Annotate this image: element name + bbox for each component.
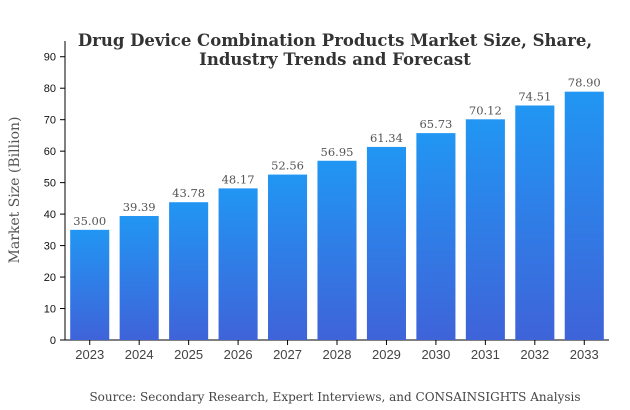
x-tick-label: 2029 [372,347,401,362]
x-tick-label: 2023 [75,347,104,362]
bar-2024 [119,216,159,340]
x-tick-label: 2033 [570,347,599,362]
data-label: 35.00 [73,214,106,228]
bar-2026 [218,188,258,340]
y-tick-label: 50 [44,178,56,190]
x-tick-label: 2024 [125,347,154,362]
bar-2028 [317,160,357,340]
y-tick-label: 80 [44,83,56,95]
data-label: 52.56 [271,159,304,173]
chart-title-line-2: Industry Trends and Forecast [199,50,471,69]
y-tick-label: 70 [44,115,56,127]
data-label: 48.17 [222,172,255,186]
data-label: 74.51 [518,89,551,103]
source-note: Source: Secondary Research, Expert Inter… [89,390,580,404]
x-tick-label: 2026 [224,347,253,362]
plot-area: 010203040506070809035.00202339.39202443.… [44,41,609,362]
y-tick-label: 20 [44,272,56,284]
x-tick-label: 2032 [520,347,549,362]
x-tick-label: 2030 [421,347,450,362]
y-tick-label: 0 [50,335,56,347]
y-tick-label: 40 [44,209,56,221]
bar-2031 [465,119,505,341]
bar-2025 [169,202,209,340]
data-label: 61.34 [370,131,403,145]
y-tick-label: 90 [44,52,56,64]
bar-2032 [515,105,555,340]
data-label: 70.12 [469,103,502,117]
data-label: 43.78 [172,186,205,200]
y-tick-label: 30 [44,241,56,253]
x-tick-label: 2025 [174,347,203,362]
chart-title-line-1: Drug Device Combination Products Market … [78,31,592,50]
x-tick-label: 2027 [273,347,302,362]
bar-2023 [70,229,110,340]
bar-2029 [366,146,406,340]
y-tick-label: 60 [44,146,56,158]
data-label: 78.90 [568,76,601,90]
x-tick-label: 2031 [471,347,500,362]
bar-2030 [416,133,456,340]
bar-2033 [564,91,604,340]
bar-2027 [268,174,308,340]
chart-title: Drug Device Combination Products Market … [78,31,592,69]
x-tick-label: 2028 [323,347,352,362]
y-axis-title: Market Size (Billion) [7,117,23,264]
data-label: 65.73 [419,117,452,131]
data-label: 39.39 [123,200,156,214]
data-label: 56.95 [321,145,354,159]
y-tick-label: 10 [44,304,56,316]
